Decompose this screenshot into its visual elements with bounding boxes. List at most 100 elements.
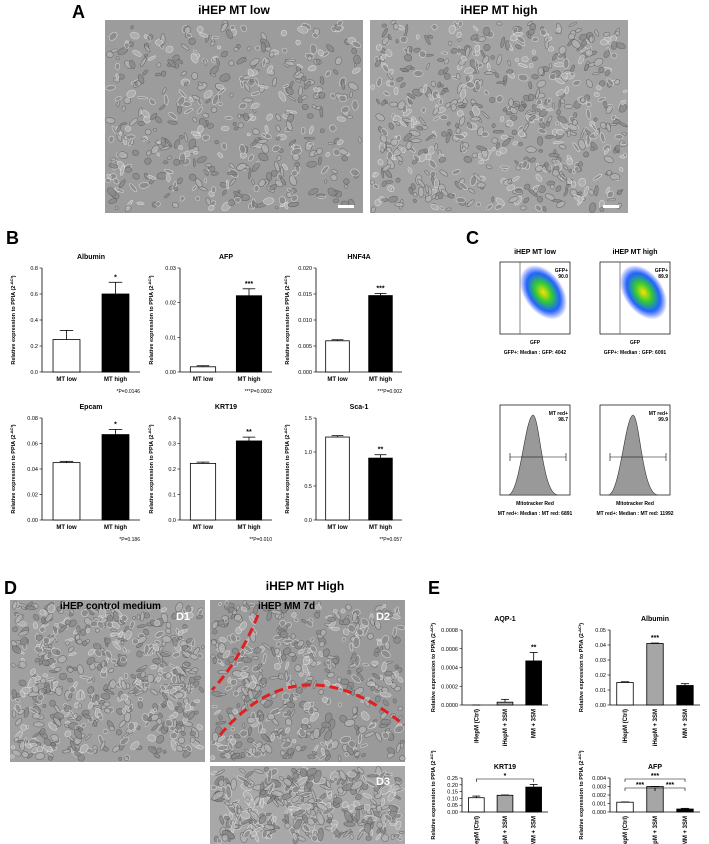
chart-title: AFP (648, 764, 662, 771)
cell (337, 20, 343, 27)
gate-percent: 99.9 (658, 417, 668, 423)
cell (181, 666, 186, 671)
cell (258, 713, 264, 722)
cell (107, 187, 117, 197)
cell (584, 49, 594, 57)
y-axis-label-part: Relative expression to PPIA (2 (149, 286, 155, 365)
cell (34, 657, 41, 663)
cell (42, 704, 47, 708)
cell (340, 608, 346, 614)
cell (603, 31, 611, 37)
cell (93, 704, 103, 709)
cell (302, 664, 308, 673)
y-axis-label-sup: -ΔCt (147, 426, 152, 435)
cell (560, 173, 568, 180)
cell (37, 693, 44, 702)
cell (93, 748, 97, 754)
cell (355, 794, 362, 801)
cell (459, 88, 467, 99)
cell (136, 614, 141, 620)
cell (341, 637, 346, 642)
cell (297, 640, 305, 648)
cell (210, 73, 217, 77)
cell (326, 44, 335, 53)
cell (553, 149, 557, 154)
cell (268, 782, 274, 795)
cell (129, 183, 138, 193)
cell (211, 704, 218, 709)
cell (396, 155, 404, 162)
cell (108, 163, 119, 169)
cell (49, 670, 58, 674)
cell (380, 53, 387, 61)
cell (53, 626, 57, 631)
cell (111, 48, 119, 53)
x-tick-label: MT low (193, 525, 214, 531)
cell (527, 93, 535, 102)
cell (110, 157, 117, 162)
cell (130, 741, 140, 750)
cell (120, 656, 127, 663)
cell (97, 620, 105, 630)
cell (113, 611, 119, 622)
histogram (607, 414, 659, 496)
bar (525, 660, 542, 706)
bar (101, 434, 130, 521)
cell (594, 185, 599, 197)
cell (606, 122, 612, 133)
significance: ** (531, 645, 537, 652)
cell (173, 158, 181, 166)
cell (141, 137, 150, 144)
cell (178, 89, 187, 99)
y-tick-label: 0.15 (447, 790, 458, 796)
cell (242, 722, 246, 729)
gate-percent: 89.9 (658, 274, 668, 280)
cell (623, 153, 627, 158)
cell (251, 830, 257, 837)
cell (253, 768, 264, 774)
cell (210, 171, 219, 176)
cell (266, 113, 273, 121)
cell (111, 125, 117, 134)
y-tick-label: 0.20 (447, 783, 458, 789)
cell (266, 820, 272, 826)
cell (219, 815, 225, 825)
cell (278, 91, 286, 102)
cell (465, 46, 471, 58)
cell (312, 750, 317, 755)
image-title: iHEP MM 7d (258, 601, 315, 612)
cell (106, 621, 113, 629)
gate-statistic: MT red+: Median : MT red: 6891 (498, 511, 573, 517)
bar (646, 643, 664, 706)
cell (430, 80, 436, 88)
cell (237, 113, 242, 119)
cell (12, 626, 18, 633)
cell (306, 731, 312, 737)
cell (228, 812, 234, 820)
cell (172, 652, 181, 658)
cell (55, 686, 63, 696)
cell (318, 689, 324, 695)
cell (615, 30, 620, 37)
cell (136, 642, 143, 649)
cell (230, 727, 236, 732)
cell (462, 148, 467, 153)
cell (199, 32, 209, 38)
cell (508, 98, 514, 107)
cell (410, 183, 416, 191)
cell (500, 134, 508, 140)
cell (372, 719, 378, 723)
cell (187, 682, 191, 694)
cell (572, 119, 578, 126)
cell (525, 146, 537, 153)
x-tick-label: iHepM + 3SM (503, 709, 509, 746)
y-axis-label: Relative expression to PPIA (2-ΔCt) (429, 623, 437, 712)
cell (413, 47, 421, 53)
y-tick-label: 0.000 (592, 810, 606, 816)
cell (564, 86, 570, 95)
cell (142, 69, 148, 76)
cell (594, 29, 600, 37)
cell (11, 645, 22, 654)
cell (338, 770, 347, 781)
cell (222, 190, 227, 196)
